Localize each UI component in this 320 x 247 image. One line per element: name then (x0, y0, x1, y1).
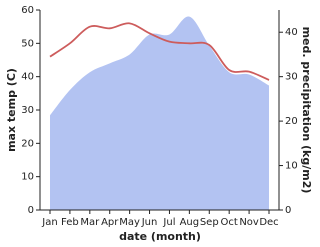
x-tick-label: Jul (162, 217, 175, 228)
x-tick-label: Oct (221, 217, 238, 228)
x-tick-label: Feb (61, 217, 79, 228)
x-tick-label: Jan (41, 217, 57, 228)
y2-tick-label: 20 (285, 116, 298, 127)
y-tick-label: 50 (21, 38, 34, 49)
y-tick-label: 0 (28, 205, 34, 216)
x-tick-label: Apr (101, 217, 119, 228)
temp-line (49, 22, 270, 81)
y-tick-label: 30 (21, 105, 34, 116)
y-axis-label: max temp (C) (5, 68, 18, 152)
y2-tick-label: 0 (285, 205, 291, 216)
y2-tick-label: 30 (285, 72, 298, 83)
y-tick-label: 20 (21, 138, 34, 149)
y2-tick-label: 40 (285, 27, 298, 38)
x-tick-label: Aug (180, 217, 200, 228)
y2-tick-label: 10 (285, 161, 298, 172)
x-tick-label: Dec (259, 217, 278, 228)
x-tick-label: Jun (141, 217, 158, 228)
x-tick-label: May (119, 217, 140, 228)
x-tick-label: Sep (200, 217, 219, 228)
x-tick-label: Mar (80, 217, 100, 228)
x-tick-label: Nov (239, 217, 259, 228)
precipitation-area (50, 16, 269, 210)
y2-axis-label: med. precipitation (kg/m2) (300, 27, 313, 194)
y-tick-label: 10 (21, 172, 34, 183)
y-tick-label: 40 (21, 72, 34, 83)
x-axis-label: date (month) (119, 230, 201, 243)
y-tick-label: 60 (21, 5, 34, 16)
